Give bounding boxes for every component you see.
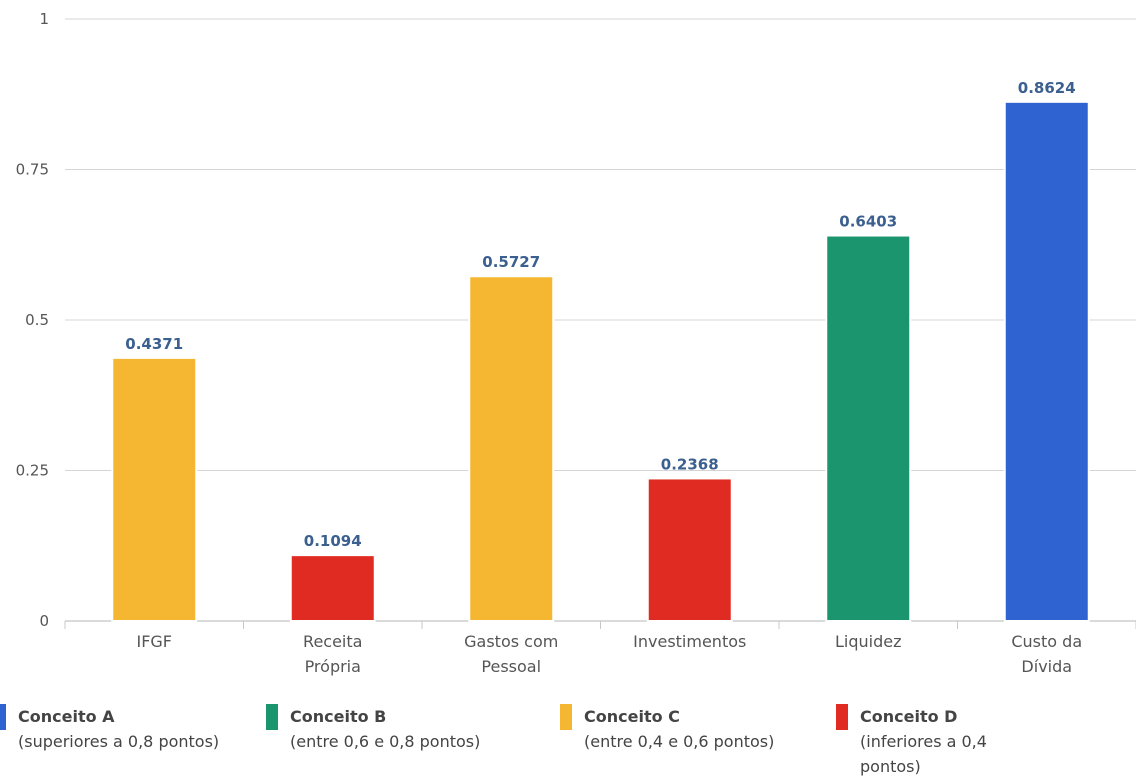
legend-item-c: Conceito C (entre 0,4 e 0,6 pontos) <box>560 704 824 754</box>
y-tick-label: 0 <box>39 612 49 630</box>
legend: Conceito A (superiores a 0,8 pontos) Con… <box>0 704 1136 784</box>
legend-swatch-c <box>560 704 572 730</box>
data-label: 0.2368 <box>661 455 719 473</box>
data-label: 0.1094 <box>304 532 362 550</box>
legend-desc-c: (entre 0,4 e 0,6 pontos) <box>584 732 775 751</box>
x-tick-label: Gastos com <box>464 632 558 651</box>
x-tick-label: Custo da <box>1011 632 1082 651</box>
gridlines <box>64 18 1136 629</box>
legend-desc-d: (inferiores a 0,4 pontos) <box>860 732 987 776</box>
x-tick-label: Investimentos <box>633 632 746 651</box>
value-labels: 0.4371 0.1094 0.5727 0.2368 0.6403 0.8624 <box>125 79 1075 550</box>
x-axis: IFGF Receita Própria Gastos com Pessoal Inves… <box>136 632 1082 676</box>
legend-item-b: Conceito B (entre 0,6 e 0,8 pontos) <box>266 704 530 754</box>
bar <box>1003 100 1090 622</box>
y-axis: 0 0.25 0.5 0.75 1 <box>16 10 49 630</box>
bar <box>111 356 198 622</box>
legend-desc-a: (superiores a 0,8 pontos) <box>18 732 220 751</box>
data-label: 0.5727 <box>482 253 540 271</box>
x-tick-label: Receita <box>303 632 362 651</box>
bar <box>289 554 376 622</box>
x-tick-label: Dívida <box>1021 657 1072 676</box>
bar <box>468 275 555 622</box>
bar <box>646 477 733 623</box>
x-tick-label: Pessoal <box>481 657 541 676</box>
y-tick-label: 0.25 <box>16 462 49 480</box>
bar-chart: 0.4371 0.1094 0.5727 0.2368 0.6403 0.8624 0 0.… <box>16 10 1136 676</box>
x-tick-label: Própria <box>305 657 361 676</box>
legend-swatch-d <box>836 704 848 730</box>
data-label: 0.8624 <box>1018 79 1076 97</box>
y-tick-label: 0.75 <box>16 161 49 179</box>
legend-desc-b: (entre 0,6 e 0,8 pontos) <box>290 732 481 751</box>
data-label: 0.6403 <box>839 213 897 231</box>
legend-item-d: Conceito D (inferiores a 0,4 pontos) <box>836 704 1040 779</box>
data-label: 0.4371 <box>125 335 183 353</box>
bar <box>825 234 912 622</box>
y-tick-label: 1 <box>39 10 49 28</box>
legend-label-b: Conceito B <box>290 707 387 726</box>
legend-swatch-a <box>0 704 6 730</box>
legend-label-a: Conceito A <box>18 707 115 726</box>
legend-swatch-b <box>266 704 278 730</box>
x-tick-label: Liquidez <box>835 632 902 651</box>
bars <box>111 100 1090 623</box>
legend-label-c: Conceito C <box>584 707 680 726</box>
y-tick-label: 0.5 <box>25 311 49 329</box>
legend-label-d: Conceito D <box>860 707 958 726</box>
legend-item-a: Conceito A (superiores a 0,8 pontos) <box>0 704 258 754</box>
x-tick-label: IFGF <box>136 632 172 651</box>
